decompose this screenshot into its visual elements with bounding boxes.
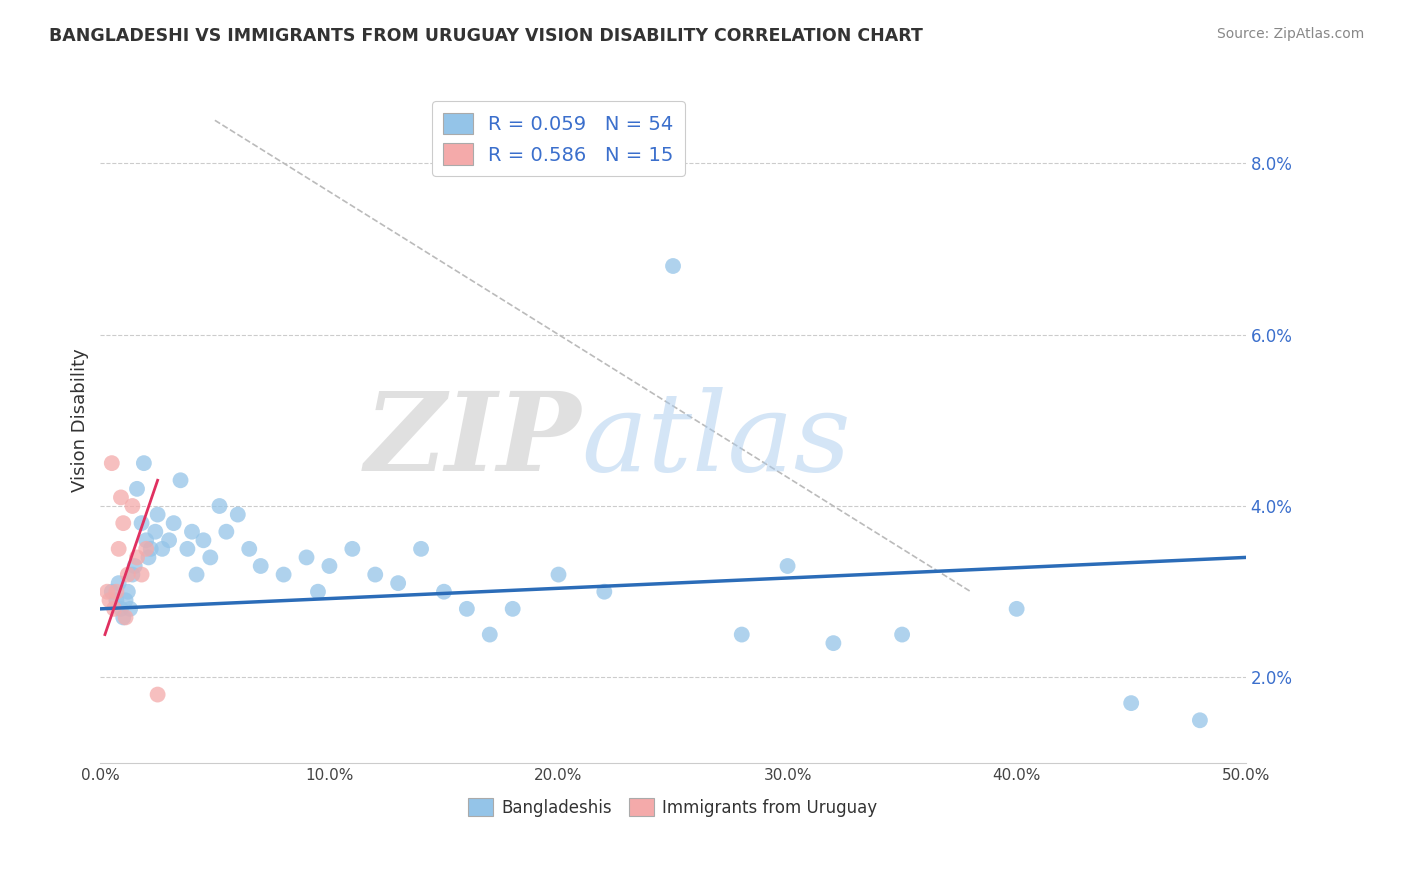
Point [117, 567, 139, 582]
Point [409, 541, 432, 556]
Legend: Bangladeshis, Immigrants from Uruguay: Bangladeshis, Immigrants from Uruguay [461, 791, 884, 823]
Point [117, 584, 139, 599]
Point [157, 533, 180, 548]
Point [139, 541, 162, 556]
Point [96, 584, 118, 599]
Point [273, 567, 295, 582]
Point [107, 541, 129, 556]
Point [101, 584, 124, 599]
Point [114, 593, 136, 607]
Point [135, 541, 157, 556]
Point [433, 584, 456, 599]
Point [249, 559, 271, 574]
Point [547, 567, 569, 582]
Point [135, 533, 157, 548]
Text: ZIP: ZIP [364, 387, 582, 494]
Point [502, 602, 524, 616]
Point [1188, 713, 1211, 727]
Point [150, 541, 173, 556]
Point [112, 516, 135, 530]
Point [163, 516, 186, 530]
Point [105, 584, 128, 599]
Point [238, 541, 260, 556]
Point [662, 259, 685, 273]
Point [124, 559, 146, 574]
Point [181, 524, 204, 539]
Point [226, 508, 249, 522]
Point [208, 499, 231, 513]
Point [215, 524, 238, 539]
Point [110, 491, 132, 505]
Point [342, 541, 364, 556]
Point [110, 602, 132, 616]
Point [138, 550, 160, 565]
Point [387, 576, 409, 591]
Point [146, 508, 169, 522]
Point [318, 559, 340, 574]
Point [1121, 696, 1143, 710]
Point [132, 456, 155, 470]
Point [200, 550, 222, 565]
Text: BANGLADESHI VS IMMIGRANTS FROM URUGUAY VISION DISABILITY CORRELATION CHART: BANGLADESHI VS IMMIGRANTS FROM URUGUAY V… [49, 27, 924, 45]
Point [478, 627, 501, 641]
Point [98, 593, 121, 607]
Point [731, 627, 754, 641]
Point [114, 610, 136, 624]
Point [295, 550, 318, 565]
Point [176, 541, 198, 556]
Point [776, 559, 799, 574]
Point [125, 550, 148, 565]
Text: atlas: atlas [582, 387, 851, 494]
Point [131, 567, 153, 582]
Point [169, 473, 191, 487]
Point [823, 636, 845, 650]
Point [103, 602, 125, 616]
Point [891, 627, 914, 641]
Point [456, 602, 478, 616]
Point [131, 516, 153, 530]
Point [101, 456, 124, 470]
Point [121, 499, 143, 513]
Point [593, 584, 616, 599]
Point [121, 567, 143, 582]
Point [193, 533, 215, 548]
Point [364, 567, 387, 582]
Point [186, 567, 208, 582]
Point [120, 602, 142, 616]
Point [307, 584, 329, 599]
Y-axis label: Vision Disability: Vision Disability [72, 349, 89, 492]
Point [143, 524, 166, 539]
Text: Source: ZipAtlas.com: Source: ZipAtlas.com [1216, 27, 1364, 41]
Point [105, 593, 128, 607]
Point [1005, 602, 1028, 616]
Point [125, 482, 148, 496]
Point [107, 576, 129, 591]
Point [146, 688, 169, 702]
Point [112, 610, 135, 624]
